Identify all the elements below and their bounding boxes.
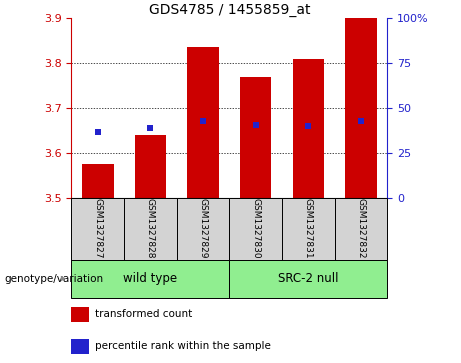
Bar [282, 198, 335, 260]
Point [305, 123, 312, 129]
Point [252, 122, 260, 128]
Bar [187, 47, 219, 198]
Bar [82, 164, 113, 198]
Bar [240, 77, 272, 198]
Bar [124, 198, 177, 260]
Bar [71, 339, 89, 354]
Text: GSM1327830: GSM1327830 [251, 198, 260, 259]
Text: GSM1327831: GSM1327831 [304, 198, 313, 259]
Point [199, 118, 207, 123]
Text: transformed count: transformed count [95, 309, 192, 319]
Point [357, 118, 365, 123]
Bar [177, 198, 229, 260]
Bar [292, 58, 324, 198]
Text: GSM1327827: GSM1327827 [93, 199, 102, 259]
Bar [229, 198, 282, 260]
Bar [71, 260, 229, 298]
Bar [345, 18, 377, 198]
Text: GSM1327828: GSM1327828 [146, 199, 155, 259]
Bar [229, 260, 387, 298]
Bar [135, 135, 166, 198]
Text: SRC-2 null: SRC-2 null [278, 272, 338, 285]
Bar [71, 198, 124, 260]
Point [147, 125, 154, 131]
Text: percentile rank within the sample: percentile rank within the sample [95, 341, 271, 351]
Bar [335, 198, 387, 260]
Bar [71, 307, 89, 322]
Text: wild type: wild type [124, 272, 177, 285]
Text: GSM1327829: GSM1327829 [199, 199, 207, 259]
Point [94, 129, 101, 135]
Text: GSM1327832: GSM1327832 [356, 199, 366, 259]
Text: genotype/variation: genotype/variation [5, 274, 104, 284]
Title: GDS4785 / 1455859_at: GDS4785 / 1455859_at [148, 3, 310, 17]
